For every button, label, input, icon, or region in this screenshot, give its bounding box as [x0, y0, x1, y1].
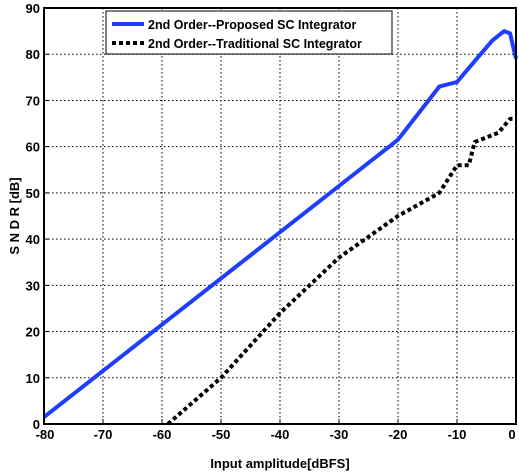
x-tick-label: -40 [271, 427, 290, 442]
y-tick-label: 70 [26, 93, 40, 108]
y-tick-label: 60 [26, 140, 40, 155]
x-tick-label: -20 [389, 427, 408, 442]
x-tick-label: -30 [330, 427, 349, 442]
y-axis-ticks: 0 10 20 30 40 50 60 70 80 90 [26, 1, 49, 432]
y-tick-label: 90 [26, 1, 40, 16]
x-tick-label: -80 [36, 427, 55, 442]
y-tick-label: 0 [33, 417, 40, 432]
x-axis-label: Input amplitude[dBFS] [210, 456, 349, 471]
x-tick-label: -70 [94, 427, 113, 442]
x-tick-label: 0 [508, 427, 515, 442]
x-tick-label: -50 [212, 427, 231, 442]
y-tick-label: 10 [26, 371, 40, 386]
y-axis-label: S N D R [dB] [7, 177, 22, 254]
series-line-2 [166, 116, 516, 426]
series-group [42, 29, 518, 426]
x-tick-label: -10 [448, 427, 467, 442]
legend-label-1: 2nd Order--Proposed SC Integrator [148, 18, 356, 32]
x-axis-ticks: -80 -70 -60 -50 -40 -30 -20 -10 0 [36, 419, 517, 442]
x-tick-label: -60 [153, 427, 172, 442]
legend-label-2: 2nd Order--Traditional SC Integrator [148, 37, 362, 51]
y-tick-label: 80 [26, 47, 40, 62]
y-tick-label: 50 [26, 186, 40, 201]
y-tick-label: 40 [26, 232, 40, 247]
series-line-1 [42, 29, 518, 419]
legend: 2nd Order--Proposed SC Integrator 2nd Ord… [105, 10, 393, 55]
y-tick-label: 30 [26, 278, 40, 293]
legend-box [105, 10, 393, 55]
y-tick-label: 20 [26, 325, 40, 340]
